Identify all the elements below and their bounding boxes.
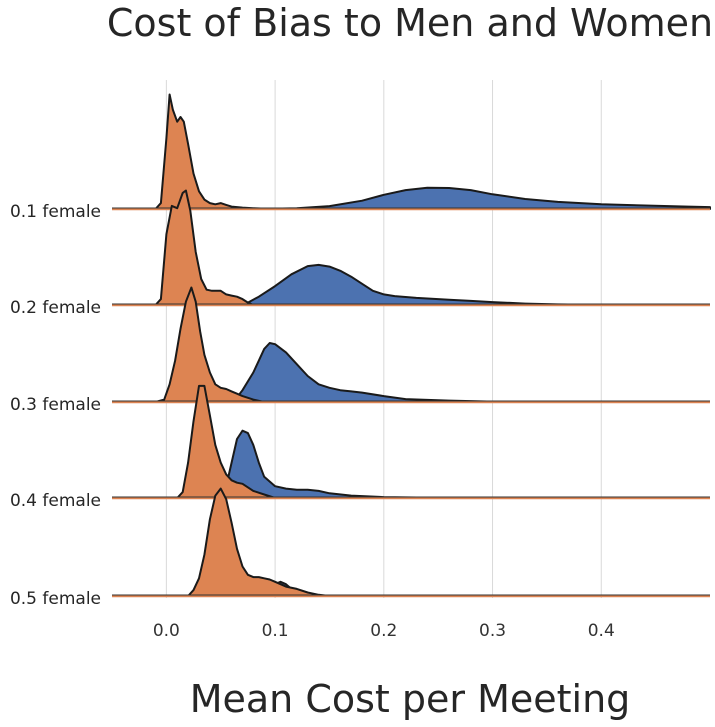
ridge-row-3: 0.3 female: [10, 286, 710, 415]
ridge-density-blue: [219, 186, 711, 210]
chart-title: Cost of Bias to Men and Women: [106, 1, 714, 45]
ridge-density-orange: [154, 189, 255, 306]
row-label: 0.3 female: [10, 395, 101, 415]
ridge-density-blue: [230, 263, 657, 306]
x-tick-label: 0.1: [262, 621, 289, 641]
ridge-row-5: 0.5 female: [10, 487, 710, 609]
ridge-row-1: 0.1 female: [10, 93, 711, 222]
ridge-density-orange: [154, 286, 266, 403]
ridge-density-orange: [154, 93, 287, 210]
x-tick-label: 0.4: [588, 621, 615, 641]
ridge-row-4: 0.4 female: [10, 384, 710, 511]
ridge-rows: 0.1 female 0.2 female 0.3 female 0.4 female…: [10, 93, 711, 609]
row-label: 0.4 female: [10, 491, 101, 511]
x-tick-label: 0.0: [153, 621, 180, 641]
ridge-density-blue: [219, 429, 494, 499]
ridge-row-2: 0.2 female: [10, 189, 710, 318]
ridge-density-blue: [230, 342, 548, 403]
row-label: 0.2 female: [10, 298, 101, 318]
x-axis-label: Mean Cost per Meeting: [189, 677, 631, 721]
x-axis-ticks: 0.0 0.1 0.2 0.3 0.4: [153, 621, 615, 641]
row-label: 0.1 female: [10, 202, 101, 222]
ridge-density-orange: [187, 487, 331, 597]
ridge-density-orange: [176, 384, 277, 499]
row-label: 0.5 female: [10, 589, 101, 609]
x-tick-label: 0.2: [370, 621, 397, 641]
x-tick-label: 0.3: [479, 621, 506, 641]
